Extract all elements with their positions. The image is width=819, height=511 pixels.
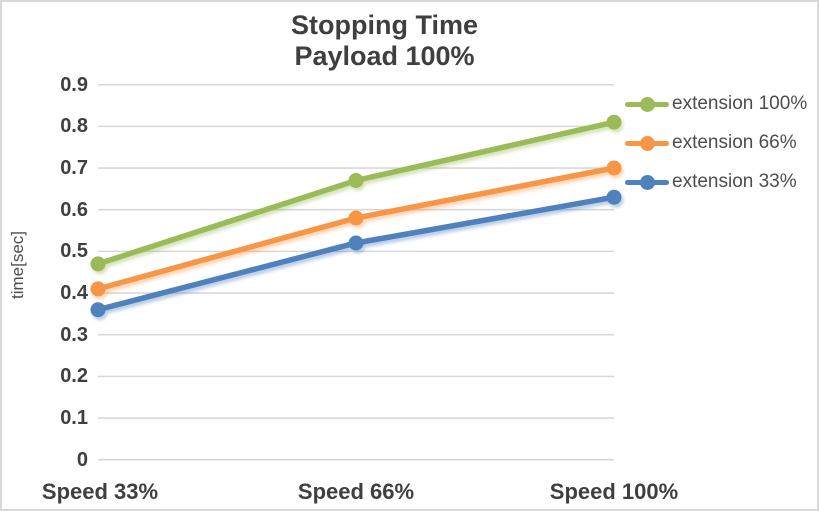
legend-item-label: extension 66%: [672, 132, 797, 153]
legend-marker-icon: [625, 174, 669, 190]
y-axis-tick: 0.3: [60, 324, 88, 346]
x-axis-label: Speed 100%: [549, 479, 679, 504]
legend-item-label: extension 33%: [672, 171, 797, 192]
y-axis-tick: 0.8: [60, 115, 88, 137]
legend-item: extension 33%: [625, 169, 797, 195]
x-axis-label: Speed 33%: [41, 479, 159, 504]
y-axis-tick: 0.1: [60, 407, 88, 429]
y-axis-tick: 0.7: [60, 157, 88, 179]
chart-title-line2: Payload 100%: [294, 41, 475, 71]
legend-marker-icon: [625, 135, 669, 151]
y-axis-tick: 0.9: [60, 74, 88, 96]
legend-item-label: extension 100%: [672, 93, 808, 114]
y-axis-tick: 0.2: [60, 365, 88, 387]
chart-title: Stopping Time Payload 100%: [2, 10, 767, 72]
x-axis-label: Speed 66%: [297, 479, 415, 504]
y-axis-tick: 0.5: [60, 240, 88, 262]
legend-item: extension 66%: [625, 130, 797, 156]
legend-marker-icon: [625, 96, 669, 112]
y-axis-tick: 0: [76, 449, 88, 471]
legend-item: extension 100%: [625, 91, 807, 117]
y-axis-tick: 0.4: [60, 282, 88, 304]
chart-title-line1: Stopping Time: [291, 10, 478, 40]
y-axis-tick: 0.6: [60, 199, 88, 221]
